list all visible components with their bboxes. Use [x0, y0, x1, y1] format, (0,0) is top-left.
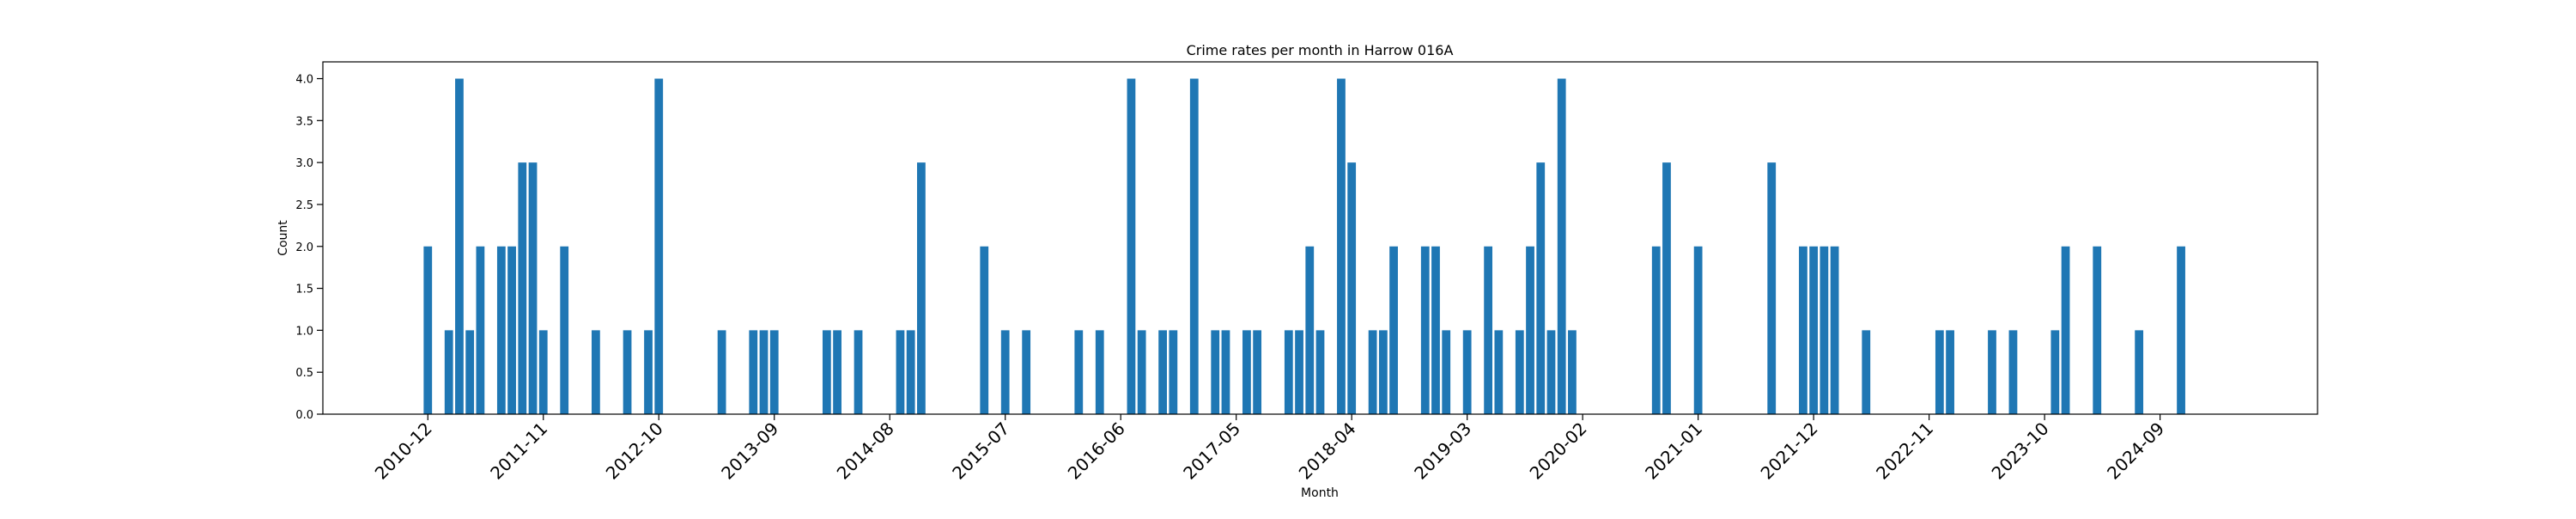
x-axis-label: Month [1301, 486, 1339, 500]
bar-2013-08 [760, 330, 769, 414]
bar-2018-07 [1379, 330, 1388, 414]
bar-2010-12 [423, 247, 432, 414]
y-tick-label: 0.0 [295, 409, 313, 422]
bar-2017-12 [1305, 247, 1314, 414]
bar-2021-08 [1767, 162, 1776, 414]
bar-2017-11 [1295, 330, 1303, 414]
bar-2021-01 [1694, 247, 1703, 414]
bar-2024-07 [2135, 330, 2143, 414]
bar-2011-03 [455, 79, 464, 414]
bar-2017-01 [1190, 79, 1199, 414]
bar-2022-01 [1820, 247, 1828, 414]
chart-title: Crime rates per month in Harrow 016A [1187, 42, 1454, 58]
bar-2019-03 [1463, 330, 1472, 414]
bar-2017-04 [1222, 330, 1230, 414]
y-tick-label: 4.0 [295, 74, 313, 87]
bar-2011-04 [465, 330, 474, 414]
bar-2022-02 [1831, 247, 1839, 414]
bar-2017-03 [1211, 330, 1219, 414]
bar-2022-05 [1862, 330, 1870, 414]
bar-2012-04 [592, 330, 600, 414]
bar-2019-12 [1558, 79, 1566, 414]
y-tick-label: 1.5 [295, 284, 313, 296]
bar-2018-06 [1369, 330, 1377, 414]
bar-2019-09 [1526, 247, 1534, 414]
y-tick-label: 2.5 [295, 199, 313, 212]
bar-2013-04 [718, 330, 726, 414]
bar-2011-05 [477, 247, 485, 414]
bar-2020-01 [1568, 330, 1577, 414]
bar-2024-11 [2177, 247, 2185, 414]
bar-2014-11 [917, 162, 926, 414]
bar-2019-11 [1547, 330, 1556, 414]
bar-2022-12 [1935, 330, 1944, 414]
bar-2018-12 [1431, 247, 1440, 414]
bar-2014-10 [907, 330, 915, 414]
y-axis-label: Count [276, 220, 290, 256]
bar-2016-08 [1138, 330, 1146, 414]
bar-2018-01 [1316, 330, 1325, 414]
bar-2019-01 [1442, 330, 1450, 414]
bar-2013-07 [749, 330, 757, 414]
bar-2012-01 [560, 247, 568, 414]
bar-2016-11 [1169, 330, 1177, 414]
bar-2015-05 [980, 247, 988, 414]
bar-2014-02 [823, 330, 831, 414]
bar-2011-07 [497, 247, 506, 414]
bar-2019-10 [1536, 162, 1545, 414]
bar-2017-07 [1253, 330, 1261, 414]
bar-2016-10 [1158, 330, 1167, 414]
bar-2023-01 [1946, 330, 1954, 414]
bar-2012-10 [654, 79, 663, 414]
bar-2014-03 [833, 330, 841, 414]
bar-2011-11 [539, 330, 548, 414]
bar-2023-12 [2062, 247, 2070, 414]
bar-2024-03 [2093, 247, 2101, 414]
y-tick-label: 2.0 [295, 241, 313, 254]
bar-2019-08 [1516, 330, 1524, 414]
bar-2023-05 [1988, 330, 1996, 414]
bar-2016-07 [1127, 79, 1136, 414]
bar-2011-02 [445, 330, 453, 414]
bar-2021-12 [1809, 247, 1818, 414]
bar-2017-06 [1242, 330, 1251, 414]
bar-2019-06 [1494, 330, 1503, 414]
bar-2011-08 [507, 247, 516, 414]
bar-2011-10 [529, 162, 538, 414]
bar-2021-11 [1799, 247, 1807, 414]
bar-2016-02 [1074, 330, 1083, 414]
bar-2012-09 [644, 330, 653, 414]
bar-2018-08 [1389, 247, 1398, 414]
y-tick-label: 0.5 [295, 367, 313, 380]
bar-2018-11 [1421, 247, 1430, 414]
bar-2023-11 [2050, 330, 2059, 414]
bar-2023-07 [2009, 330, 2018, 414]
bar-2011-09 [518, 162, 526, 414]
bar-2016-04 [1096, 330, 1104, 414]
bar-2020-09 [1652, 247, 1661, 414]
bar-2015-09 [1022, 330, 1030, 414]
y-tick-label: 3.5 [295, 115, 313, 128]
bar-2018-04 [1347, 162, 1356, 414]
bar-2014-09 [896, 330, 905, 414]
y-tick-label: 3.0 [295, 157, 313, 170]
bar-2018-03 [1337, 79, 1346, 414]
bar-2014-05 [854, 330, 863, 414]
bar-2017-10 [1285, 330, 1293, 414]
bar-2019-05 [1484, 247, 1492, 414]
bar-2012-07 [623, 330, 632, 414]
y-tick-label: 1.0 [295, 325, 313, 338]
bar-2013-09 [770, 330, 779, 414]
bar-2020-10 [1662, 162, 1671, 414]
bar-2015-07 [1001, 330, 1010, 414]
